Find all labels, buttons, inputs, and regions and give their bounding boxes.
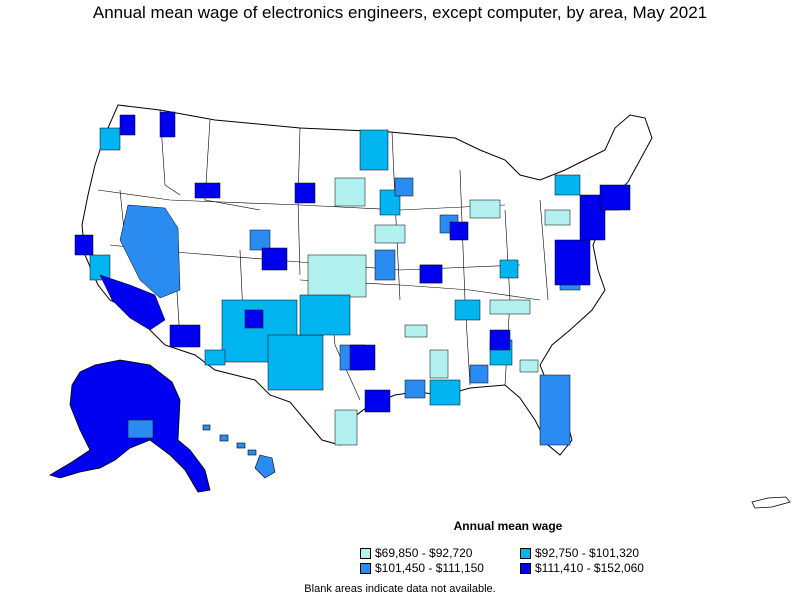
legend-label-tier3: $101,450 - $111,150 bbox=[375, 561, 484, 575]
legend-item-tier4: $111,410 - $152,060 bbox=[520, 561, 644, 575]
puerto-rico bbox=[751, 496, 791, 509]
legend-label-tier4: $111,410 - $152,060 bbox=[535, 561, 644, 575]
legend-swatch-tier3 bbox=[360, 562, 371, 574]
legend-swatch-tier2 bbox=[520, 547, 531, 559]
map-title: Annual mean wage of electronics engineer… bbox=[92, 3, 708, 22]
legend-title: Annual mean wage bbox=[453, 519, 563, 533]
legend-swatch-tier4 bbox=[520, 562, 531, 574]
hawaii bbox=[202, 424, 276, 479]
areas-tier4 bbox=[74, 111, 631, 413]
legend-label-tier2: $92,750 - $101,320 bbox=[535, 546, 640, 560]
legend-swatch-tier1 bbox=[360, 547, 371, 559]
legend-label-tier1: $69,850 - $92,720 bbox=[375, 546, 473, 560]
legend-item-tier1: $69,850 - $92,720 bbox=[360, 546, 472, 560]
alaska-region-tier3 bbox=[127, 419, 154, 439]
legend-item-tier2: $92,750 - $101,320 bbox=[520, 546, 639, 560]
areas-tier1 bbox=[307, 177, 571, 446]
footnote: Blank areas indicate data not available. bbox=[304, 583, 496, 595]
legend-item-tier3: $101,450 - $111,150 bbox=[360, 561, 484, 575]
